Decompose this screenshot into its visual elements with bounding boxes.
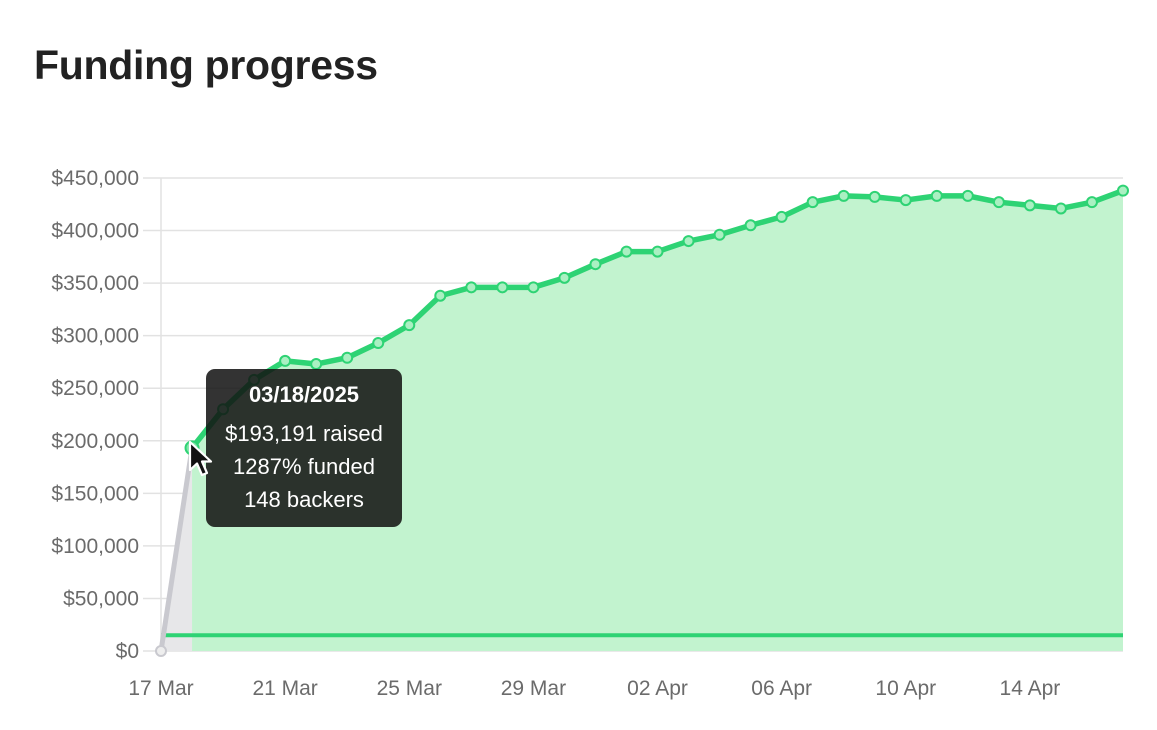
x-tick-label: 29 Mar (501, 677, 566, 700)
data-point (744, 219, 757, 232)
y-tick-label: $300,000 (51, 325, 139, 348)
x-tick-label: 10 Apr (875, 677, 936, 700)
y-tick-label: $350,000 (51, 272, 139, 295)
y-tick-label: $150,000 (51, 482, 139, 505)
y-tick-label: $450,000 (51, 167, 139, 190)
data-point (775, 210, 788, 223)
y-tick-label: $200,000 (51, 430, 139, 453)
data-point (403, 319, 416, 332)
data-point (465, 281, 478, 294)
tooltip-funded: 1287% funded (233, 454, 375, 479)
data-point (310, 358, 323, 371)
data-point (1117, 184, 1129, 197)
x-tick-label: 06 Apr (751, 677, 812, 700)
x-tick-label: 17 Mar (128, 677, 193, 700)
page-title: Funding progress (34, 42, 378, 88)
mouse-pointer-icon (188, 440, 213, 477)
data-point (1085, 196, 1098, 209)
data-point (589, 258, 602, 271)
data-point (930, 189, 943, 202)
data-point (1054, 202, 1067, 215)
data-point (682, 235, 695, 248)
data-point (837, 189, 850, 202)
point-layer (155, 184, 1129, 657)
data-point (620, 245, 633, 258)
y-tick-label: $50,000 (63, 587, 139, 610)
x-tick-label: 02 Apr (627, 677, 688, 700)
y-tick-label: $100,000 (51, 535, 139, 558)
data-point (155, 645, 167, 657)
x-tick-label: 14 Apr (1000, 677, 1061, 700)
y-tick-label: $250,000 (51, 377, 139, 400)
funding-area (192, 190, 1124, 651)
data-point (434, 289, 447, 302)
tooltip-date: 03/18/2025 (248, 382, 360, 407)
data-point (558, 271, 571, 284)
data-point (806, 196, 819, 209)
x-tick-label: 25 Mar (377, 677, 442, 700)
data-point (279, 354, 292, 367)
data-point (961, 189, 974, 202)
y-tick-label: $0 (116, 640, 139, 663)
tooltip-raised: $193,191 raised (225, 421, 383, 446)
data-point (372, 337, 385, 350)
data-point (1023, 199, 1036, 212)
data-point (992, 196, 1005, 209)
x-tick-label: 21 Mar (252, 677, 317, 700)
data-point (496, 281, 509, 294)
axis-layer: $0 $50,000 $100,000 $150,000 $200,000 $250,00… (51, 167, 1060, 700)
data-point (713, 228, 726, 241)
data-point-tooltip: 03/18/2025 $193,191 raised 1287% funded … (206, 369, 402, 527)
data-point (651, 245, 664, 258)
data-point (899, 194, 912, 207)
y-tick-label: $400,000 (51, 220, 139, 243)
pre-campaign-line (158, 445, 195, 654)
tooltip-backers: 148 backers (244, 487, 364, 512)
data-point (868, 190, 881, 203)
data-point (527, 281, 540, 294)
data-point (341, 351, 354, 364)
